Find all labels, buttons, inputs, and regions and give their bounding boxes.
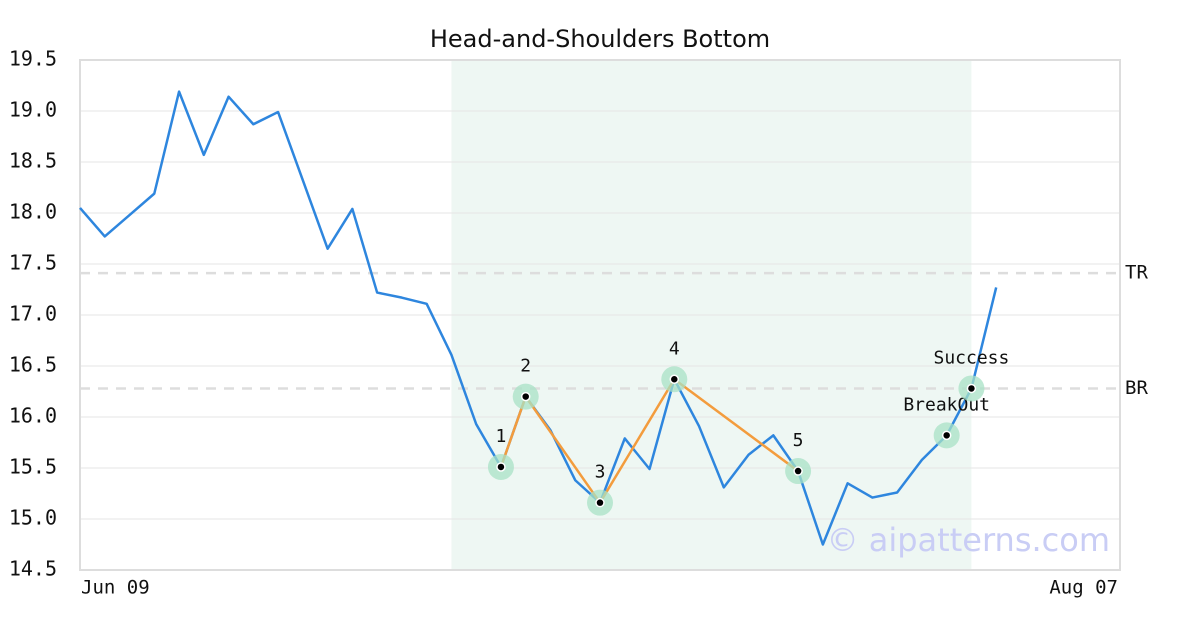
level-label: TR (1125, 262, 1148, 284)
chart-title: Head-and-Shoulders Bottom (430, 25, 770, 53)
y-tick-label: 17.5 (9, 251, 57, 275)
y-tick-label: 18.0 (9, 200, 57, 224)
point-dot (669, 374, 680, 385)
y-tick-label: 18.5 (9, 149, 57, 173)
y-tick-label: 17.0 (9, 302, 57, 326)
watermark: © aipatterns.com (827, 521, 1110, 559)
x-tick-label: Aug 07 (1049, 577, 1118, 599)
level-label: BR (1125, 377, 1148, 399)
y-tick-label: 15.0 (9, 506, 57, 530)
point-label: 5 (793, 430, 804, 451)
point-label: 4 (669, 338, 680, 359)
point-dot (941, 430, 952, 441)
point-dot (496, 462, 506, 472)
point-label: Success (933, 347, 1009, 368)
y-tick-label: 19.0 (9, 98, 57, 122)
x-tick-label: Jun 09 (81, 577, 150, 599)
plot-frame (79, 59, 1121, 571)
point-dot (793, 466, 803, 476)
y-tick-label: 16.0 (9, 404, 57, 428)
y-tick-label: 19.5 (9, 47, 57, 71)
point-dot (520, 391, 531, 402)
point-dot (595, 497, 605, 508)
y-tick-label: 14.5 (9, 557, 57, 581)
point-dot (966, 383, 977, 394)
point-label: 3 (595, 462, 606, 483)
y-tick-label: 15.5 (9, 455, 57, 479)
y-tick-label: 16.5 (9, 353, 57, 377)
point-label: 1 (496, 426, 507, 447)
point-label: 2 (520, 356, 531, 377)
